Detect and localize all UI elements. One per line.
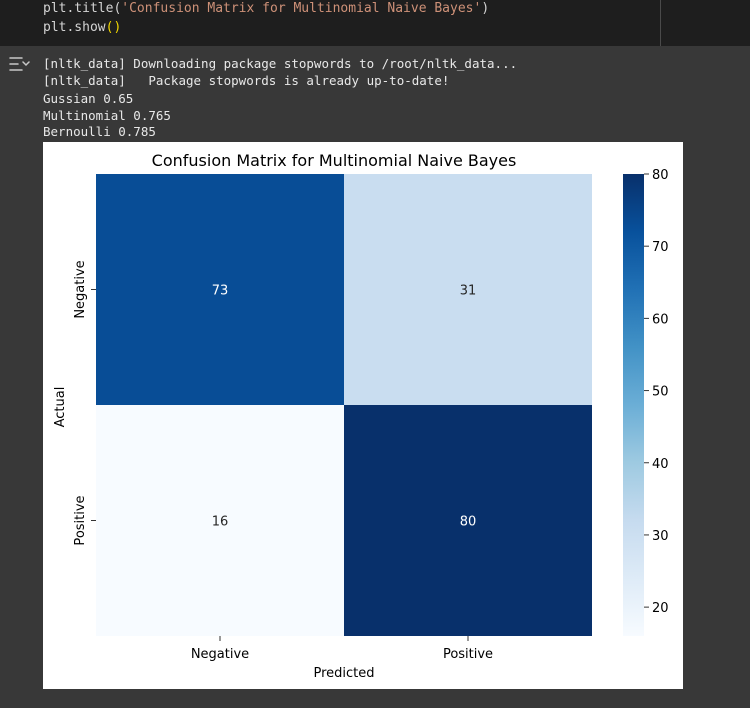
y-tick-label: Positive [73,495,88,545]
colorbar-tick-label: 70 [652,240,669,255]
colorbar [623,174,644,636]
cell-value-label: 80 [460,515,477,530]
heatmap-cell [96,174,344,405]
output-line: [nltk_data] Downloading package stopword… [43,56,518,71]
colorbar-tick-label: 50 [652,385,669,400]
code-text: ) [481,1,490,16]
chart-title: Confusion Matrix for Multinomial Naive B… [152,151,517,170]
x-tick-label: Negative [191,647,249,662]
code-paren: () [105,20,122,35]
output-line: Multinomial 0.765 [43,108,171,123]
x-axis-label: Predicted [313,666,374,681]
code-text: plt.show [43,20,106,35]
colorbar-tick-label: 80 [652,168,669,183]
code-line-2: plt.show() [43,20,121,36]
colorbar-tick-label: 60 [652,312,669,327]
heatmap-cell [344,405,592,636]
code-cell[interactable]: plt.title('Confusion Matrix for Multinom… [0,0,750,46]
cell-divider [660,0,661,46]
colorbar-tick-label: 20 [652,601,669,616]
output-toggle-icon[interactable] [8,55,30,73]
code-text: plt.title( [43,1,122,16]
code-line-1: plt.title('Confusion Matrix for Multinom… [43,1,489,17]
output-line: Gussian 0.65 [43,91,134,106]
cell-value-label: 16 [212,515,229,530]
colorbar-tick-label: 40 [652,457,669,472]
heatmap-figure: Confusion Matrix for Multinomial Naive B… [43,142,683,689]
output-line: Bernoulli 0.785 [43,124,156,139]
heatmap-chart: Confusion Matrix for Multinomial Naive B… [53,151,669,681]
output-line: [nltk_data] Package stopwords is already… [43,73,450,88]
y-axis-label: Actual [53,387,68,428]
cell-value-label: 73 [212,284,229,299]
colorbar-tick-label: 30 [652,529,669,544]
heatmap-cell [344,174,592,405]
heatmap-cell [96,405,344,636]
code-string: 'Confusion Matrix for Multinomial Naive … [121,1,482,16]
y-tick-label: Negative [73,260,88,318]
x-tick-label: Positive [443,647,493,662]
cell-value-label: 31 [460,284,477,299]
